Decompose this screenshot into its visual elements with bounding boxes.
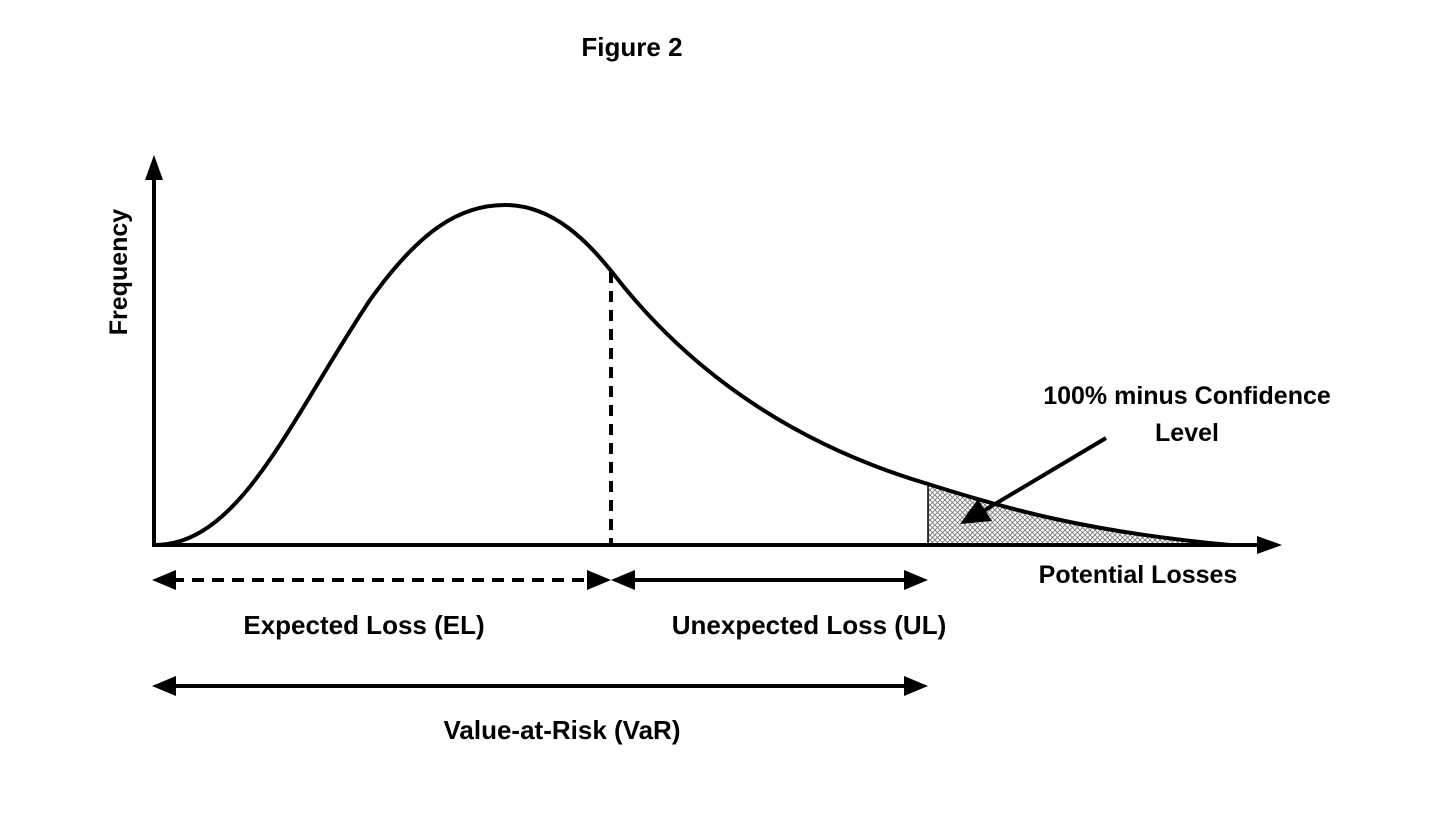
ul-left-arrowhead-icon [611, 570, 635, 590]
expected-loss-label: Expected Loss (EL) [243, 610, 484, 640]
ul-right-arrowhead-icon [904, 570, 928, 590]
figure-title: Figure 2 [581, 32, 682, 62]
el-right-arrowhead-icon [587, 570, 611, 590]
var-right-arrowhead-icon [904, 676, 928, 696]
loss-distribution-curve [154, 202, 1231, 547]
annotation-line-2: Level [1155, 419, 1219, 447]
pointer-arrow-icon [960, 499, 992, 524]
unexpected-loss-label: Unexpected Loss (UL) [672, 610, 947, 640]
annotation-line-1: 100% minus Confidence [1043, 382, 1331, 410]
x-axis-label: Potential Losses [1039, 561, 1238, 589]
unexpected-loss-arrow [611, 570, 928, 590]
el-left-arrowhead-icon [152, 570, 176, 590]
x-axis-arrowhead-icon [1257, 536, 1282, 554]
pointer-arrow-shaft [983, 436, 1108, 512]
var-label: Value-at-Risk (VaR) [444, 715, 681, 745]
expected-loss-arrow [152, 570, 611, 590]
var-arrow [152, 676, 928, 696]
y-axis-label: Frequency [105, 209, 133, 336]
var-left-arrowhead-icon [152, 676, 176, 696]
y-axis-arrowhead-icon [145, 155, 163, 180]
